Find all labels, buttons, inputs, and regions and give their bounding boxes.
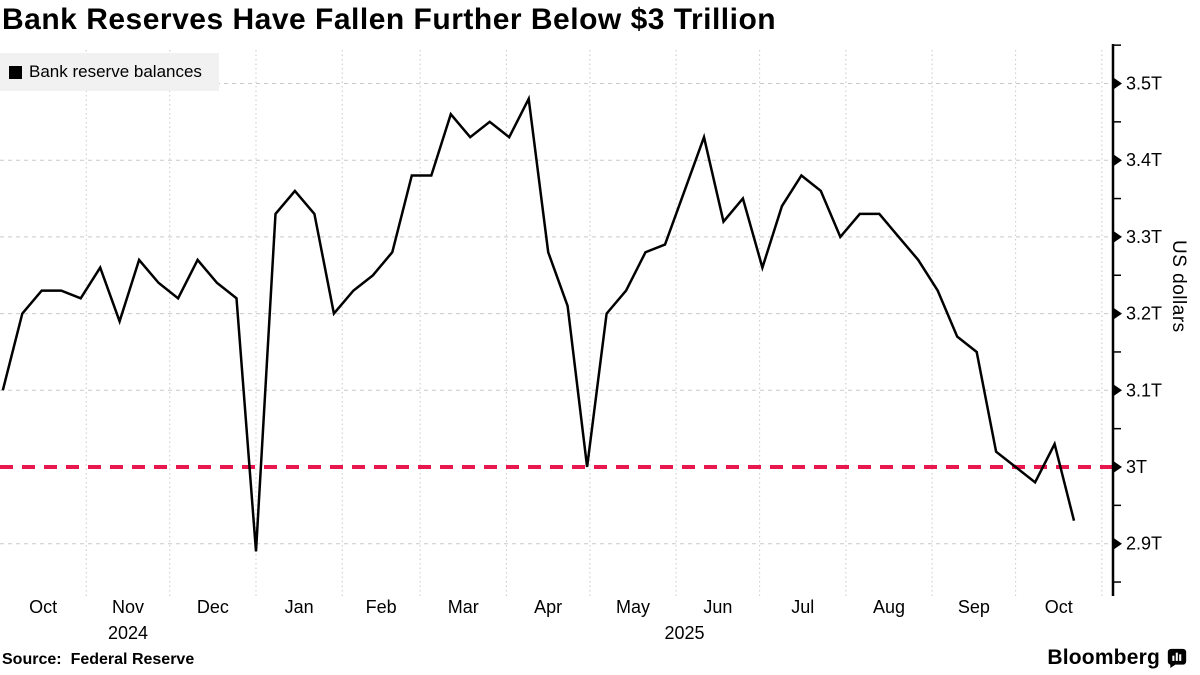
y-major-tick-arrow xyxy=(1114,461,1122,473)
y-major-tick-arrow xyxy=(1114,78,1122,89)
source-line: Source: Federal Reserve xyxy=(2,651,194,669)
y-tick-label: 3.4T xyxy=(1126,150,1162,170)
bank-reserves-series-line xyxy=(1,94,1076,552)
month-label: Apr xyxy=(534,597,562,617)
month-label: Nov xyxy=(112,597,144,617)
source-prefix: Source: xyxy=(2,651,62,668)
legend: Bank reserve balances xyxy=(0,53,219,91)
chart-title: Bank Reserves Have Fallen Further Below … xyxy=(2,3,777,36)
y-axis-title: US dollars xyxy=(1168,240,1189,333)
month-label: Feb xyxy=(366,597,397,617)
bloomberg-logo: Bloomberg xyxy=(1047,646,1187,670)
y-tick-label: 3.2T xyxy=(1126,304,1162,324)
y-tick-label: 3.1T xyxy=(1126,380,1162,400)
y-major-tick-arrow xyxy=(1114,231,1122,243)
y-tick-label: 2.9T xyxy=(1126,534,1162,554)
month-label: Aug xyxy=(873,597,905,617)
year-label: 2025 xyxy=(664,623,704,643)
y-major-tick-arrow xyxy=(1114,538,1122,550)
month-label: May xyxy=(616,597,650,617)
month-label: Jun xyxy=(703,597,732,617)
y-tick-label: 3.3T xyxy=(1126,227,1162,247)
month-label: Oct xyxy=(29,597,57,617)
source-text: Federal Reserve xyxy=(70,651,195,668)
month-label: Jul xyxy=(791,597,814,617)
month-label: Mar xyxy=(448,597,479,617)
bloomberg-bubble-bars-icon xyxy=(1167,648,1187,668)
y-tick-label: 3T xyxy=(1126,457,1147,477)
legend-swatch-icon xyxy=(9,65,22,79)
month-label: Oct xyxy=(1045,597,1073,617)
bloomberg-wordmark: Bloomberg xyxy=(1047,646,1160,669)
y-major-tick-arrow xyxy=(1114,308,1122,320)
month-label: Dec xyxy=(197,597,229,617)
month-label: Sep xyxy=(958,597,990,617)
legend-label: Bank reserve balances xyxy=(29,62,202,81)
y-major-tick-arrow xyxy=(1114,154,1122,166)
y-major-tick-arrow xyxy=(1114,384,1122,396)
y-tick-label: 3.5T xyxy=(1126,74,1162,94)
month-label: Jan xyxy=(285,597,314,617)
year-label: 2024 xyxy=(108,623,148,643)
